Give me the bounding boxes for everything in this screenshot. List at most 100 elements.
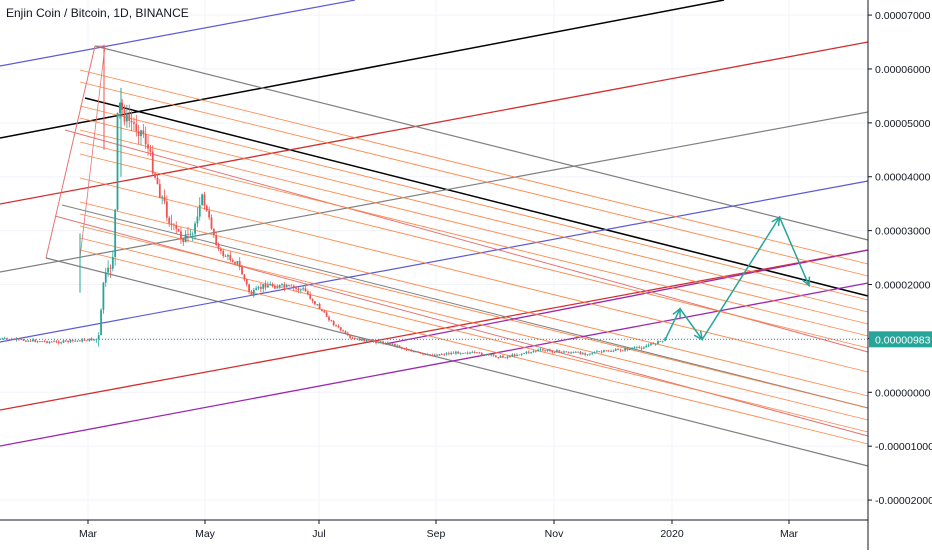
- candle-body: [318, 304, 321, 310]
- candle-body: [88, 338, 91, 341]
- candle-body: [377, 342, 380, 344]
- candle-body: [626, 348, 629, 350]
- candle-body: [631, 348, 634, 350]
- candle-body: [69, 339, 72, 342]
- candle-body: [161, 196, 164, 198]
- candle-body: [306, 291, 309, 295]
- candle-body: [241, 266, 243, 275]
- candle-body: [400, 347, 403, 349]
- candle-body: [393, 343, 396, 347]
- x-tick-label: Mar: [780, 528, 799, 540]
- candle-body: [17, 338, 20, 340]
- grid: [0, 0, 868, 520]
- candle-body: [365, 339, 368, 342]
- candle-body: [405, 348, 408, 350]
- candle-body: [551, 350, 554, 353]
- candle-body: [184, 234, 187, 243]
- candle-body: [332, 321, 335, 325]
- price-series: [0, 44, 666, 360]
- y-tick-label: 0.00004000: [875, 172, 931, 184]
- candle-body: [351, 337, 354, 339]
- candle-body: [534, 350, 537, 352]
- candle-body: [314, 301, 316, 305]
- candle-body: [140, 130, 142, 137]
- candle-body: [375, 341, 377, 343]
- candle-body: [196, 216, 199, 224]
- candle-body: [617, 349, 619, 350]
- candle-body: [187, 234, 189, 235]
- candle-body: [403, 348, 406, 349]
- trend-line: [0, 180, 869, 343]
- candle-body: [41, 341, 44, 343]
- candle-body: [149, 148, 152, 152]
- candle-body: [588, 353, 591, 355]
- candle-body: [513, 354, 516, 357]
- fib-line: [79, 225, 869, 421]
- candle-body: [109, 267, 112, 269]
- candle-body: [541, 349, 544, 351]
- projection-arrowhead: [693, 330, 704, 341]
- candle-body: [64, 340, 67, 342]
- candle-body: [546, 350, 549, 352]
- candle-body: [299, 289, 302, 291]
- candle-body: [236, 261, 239, 264]
- last-price-label: 0.00000983: [875, 334, 931, 346]
- candle-body: [412, 351, 415, 353]
- candle-body: [191, 233, 194, 235]
- fib-line: [79, 153, 869, 349]
- candle-body: [97, 335, 100, 340]
- candle-body: [532, 351, 535, 353]
- x-tick-label: Jul: [312, 528, 325, 540]
- trend-line: [0, 41, 869, 205]
- candle-body: [104, 272, 107, 283]
- candle-body: [410, 350, 413, 352]
- candle-body: [530, 352, 532, 353]
- x-tick-label: Sep: [427, 528, 446, 540]
- candle-body: [215, 235, 218, 245]
- candle-body: [81, 339, 84, 342]
- candle-body: [502, 355, 504, 358]
- candle-body: [245, 279, 248, 285]
- candle-body: [457, 351, 460, 354]
- fib-line: [79, 69, 869, 265]
- candle-body: [142, 130, 145, 135]
- candle-body: [311, 298, 314, 302]
- candle-body: [50, 341, 53, 343]
- trend-line: [0, 282, 869, 447]
- candle-body: [440, 354, 443, 356]
- candle-body: [342, 330, 344, 332]
- candle-body: [492, 354, 495, 356]
- candle-body: [32, 339, 34, 342]
- candle-body: [290, 285, 293, 287]
- candle-body: [234, 262, 236, 264]
- candle-body: [424, 354, 427, 356]
- candle-body: [151, 151, 154, 174]
- candle-body: [175, 225, 178, 229]
- candle-body: [100, 309, 102, 336]
- candle-body: [177, 228, 180, 232]
- candle-body: [48, 341, 51, 343]
- trend-line: [84, 97, 869, 297]
- candle-body: [29, 340, 32, 342]
- candle-body: [10, 338, 13, 340]
- fib-line: [79, 105, 869, 301]
- candle-body: [316, 304, 319, 305]
- candle-body: [0, 338, 1, 340]
- candle-body: [518, 354, 521, 356]
- candle-body: [229, 255, 232, 261]
- candle-body: [382, 341, 384, 344]
- fib-line: [79, 201, 869, 397]
- candle-body: [379, 341, 382, 343]
- projection-arrowhead: [771, 215, 781, 227]
- candle-body: [525, 351, 528, 354]
- candle-body: [368, 339, 370, 341]
- candle-body: [572, 351, 575, 353]
- projection-arrows: [664, 215, 811, 341]
- candle-body: [252, 289, 255, 296]
- fib-line: [79, 81, 869, 277]
- candle-body: [614, 349, 617, 351]
- candle-body: [487, 354, 490, 356]
